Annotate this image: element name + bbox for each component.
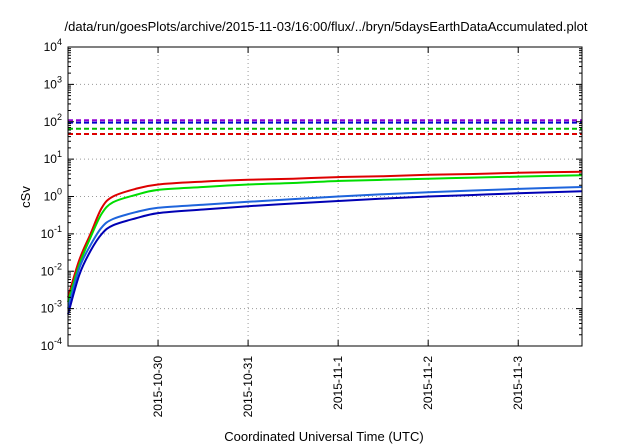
x-tick-label: 2015-11-2 (421, 356, 435, 410)
y-tick-label: 103 (44, 74, 62, 91)
y-tick-label: 10-2 (41, 261, 62, 278)
y-axis-ticks: 10-4 10-3 10-2 10-1 100 101 102 103 104 (41, 37, 582, 353)
x-tick-label: 2015-10-31 (241, 356, 255, 418)
y-tick-label: 10-4 (41, 336, 62, 353)
series-line (67, 186, 583, 309)
x-axis-ticks: 2015-10-30 2015-10-31 2015-11-1 2015-11-2 20… (151, 47, 525, 417)
y-tick-label: 104 (44, 37, 62, 54)
series-line (67, 190, 583, 315)
y-tick-label: 10-1 (41, 224, 62, 241)
x-tick-label: 2015-11-3 (511, 356, 525, 410)
y-axis-label: cSv (18, 186, 33, 208)
y-tick-label: 102 (44, 112, 62, 129)
y-tick-label: 10-3 (41, 299, 62, 316)
y-tick-label: 100 (44, 187, 62, 204)
threshold-lines (68, 119, 582, 136)
x-axis-label: Coordinated Universal Time (UTC) (224, 429, 423, 444)
series-line (67, 170, 583, 298)
x-tick-label: 2015-11-1 (331, 356, 345, 410)
y-tick-label: 101 (44, 149, 62, 166)
x-tick-label: 2015-10-30 (151, 356, 165, 418)
series-line (67, 174, 583, 303)
chart-title: /data/run/goesPlots/archive/2015-11-03/1… (65, 19, 588, 34)
series-lines (67, 170, 583, 315)
